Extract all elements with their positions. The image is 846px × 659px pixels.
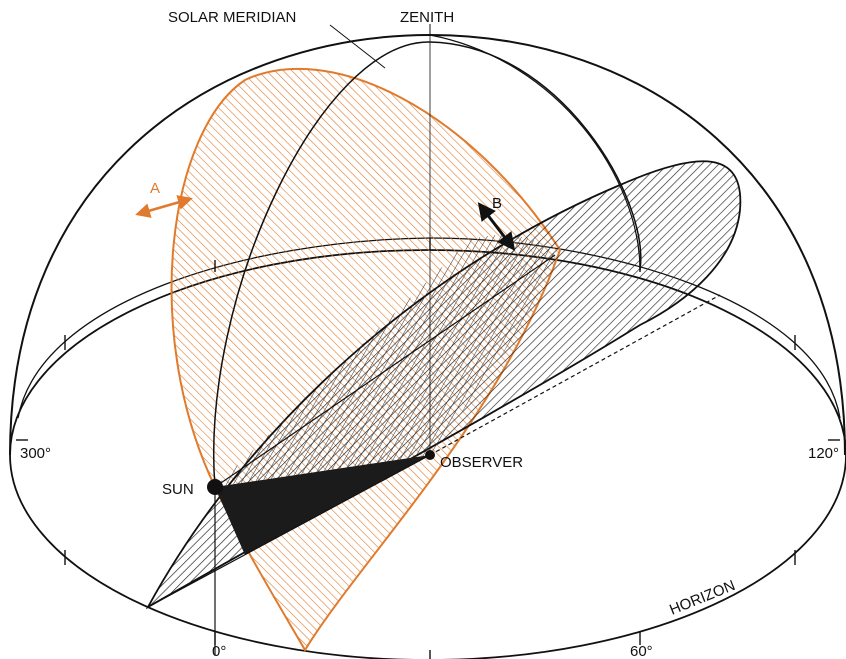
sun-dot: [207, 479, 223, 495]
sun-label: SUN: [162, 481, 194, 498]
observer-ray-line-2: [429, 294, 721, 456]
zenith-meridian-arc: [429, 34, 641, 271]
degree-120-label: 120°: [808, 445, 839, 462]
sun-ray-line: [214, 254, 556, 488]
label-a: A: [150, 180, 160, 197]
degree-300-label: 300°: [20, 445, 51, 462]
horizon-ticks: [16, 238, 840, 659]
observer-ray-line: [147, 454, 431, 608]
solar-meridian-leader: [329, 24, 386, 69]
overlap-region: [215, 235, 555, 487]
sun-observer-triangle: [215, 455, 430, 555]
zenith-label: ZENITH: [400, 9, 454, 26]
label-b: B: [492, 195, 502, 212]
degree-60-label: 60°: [630, 643, 653, 659]
arrow-b: [477, 202, 516, 251]
solar-meridian-label: SOLAR MERIDIAN: [168, 9, 296, 26]
degree-0-label: 0°: [212, 643, 226, 659]
solar-meridian-arc: [213, 41, 642, 488]
observer-dot: [425, 450, 435, 460]
arrow-a: [135, 195, 193, 218]
observer-label: OBSERVER: [440, 454, 523, 471]
